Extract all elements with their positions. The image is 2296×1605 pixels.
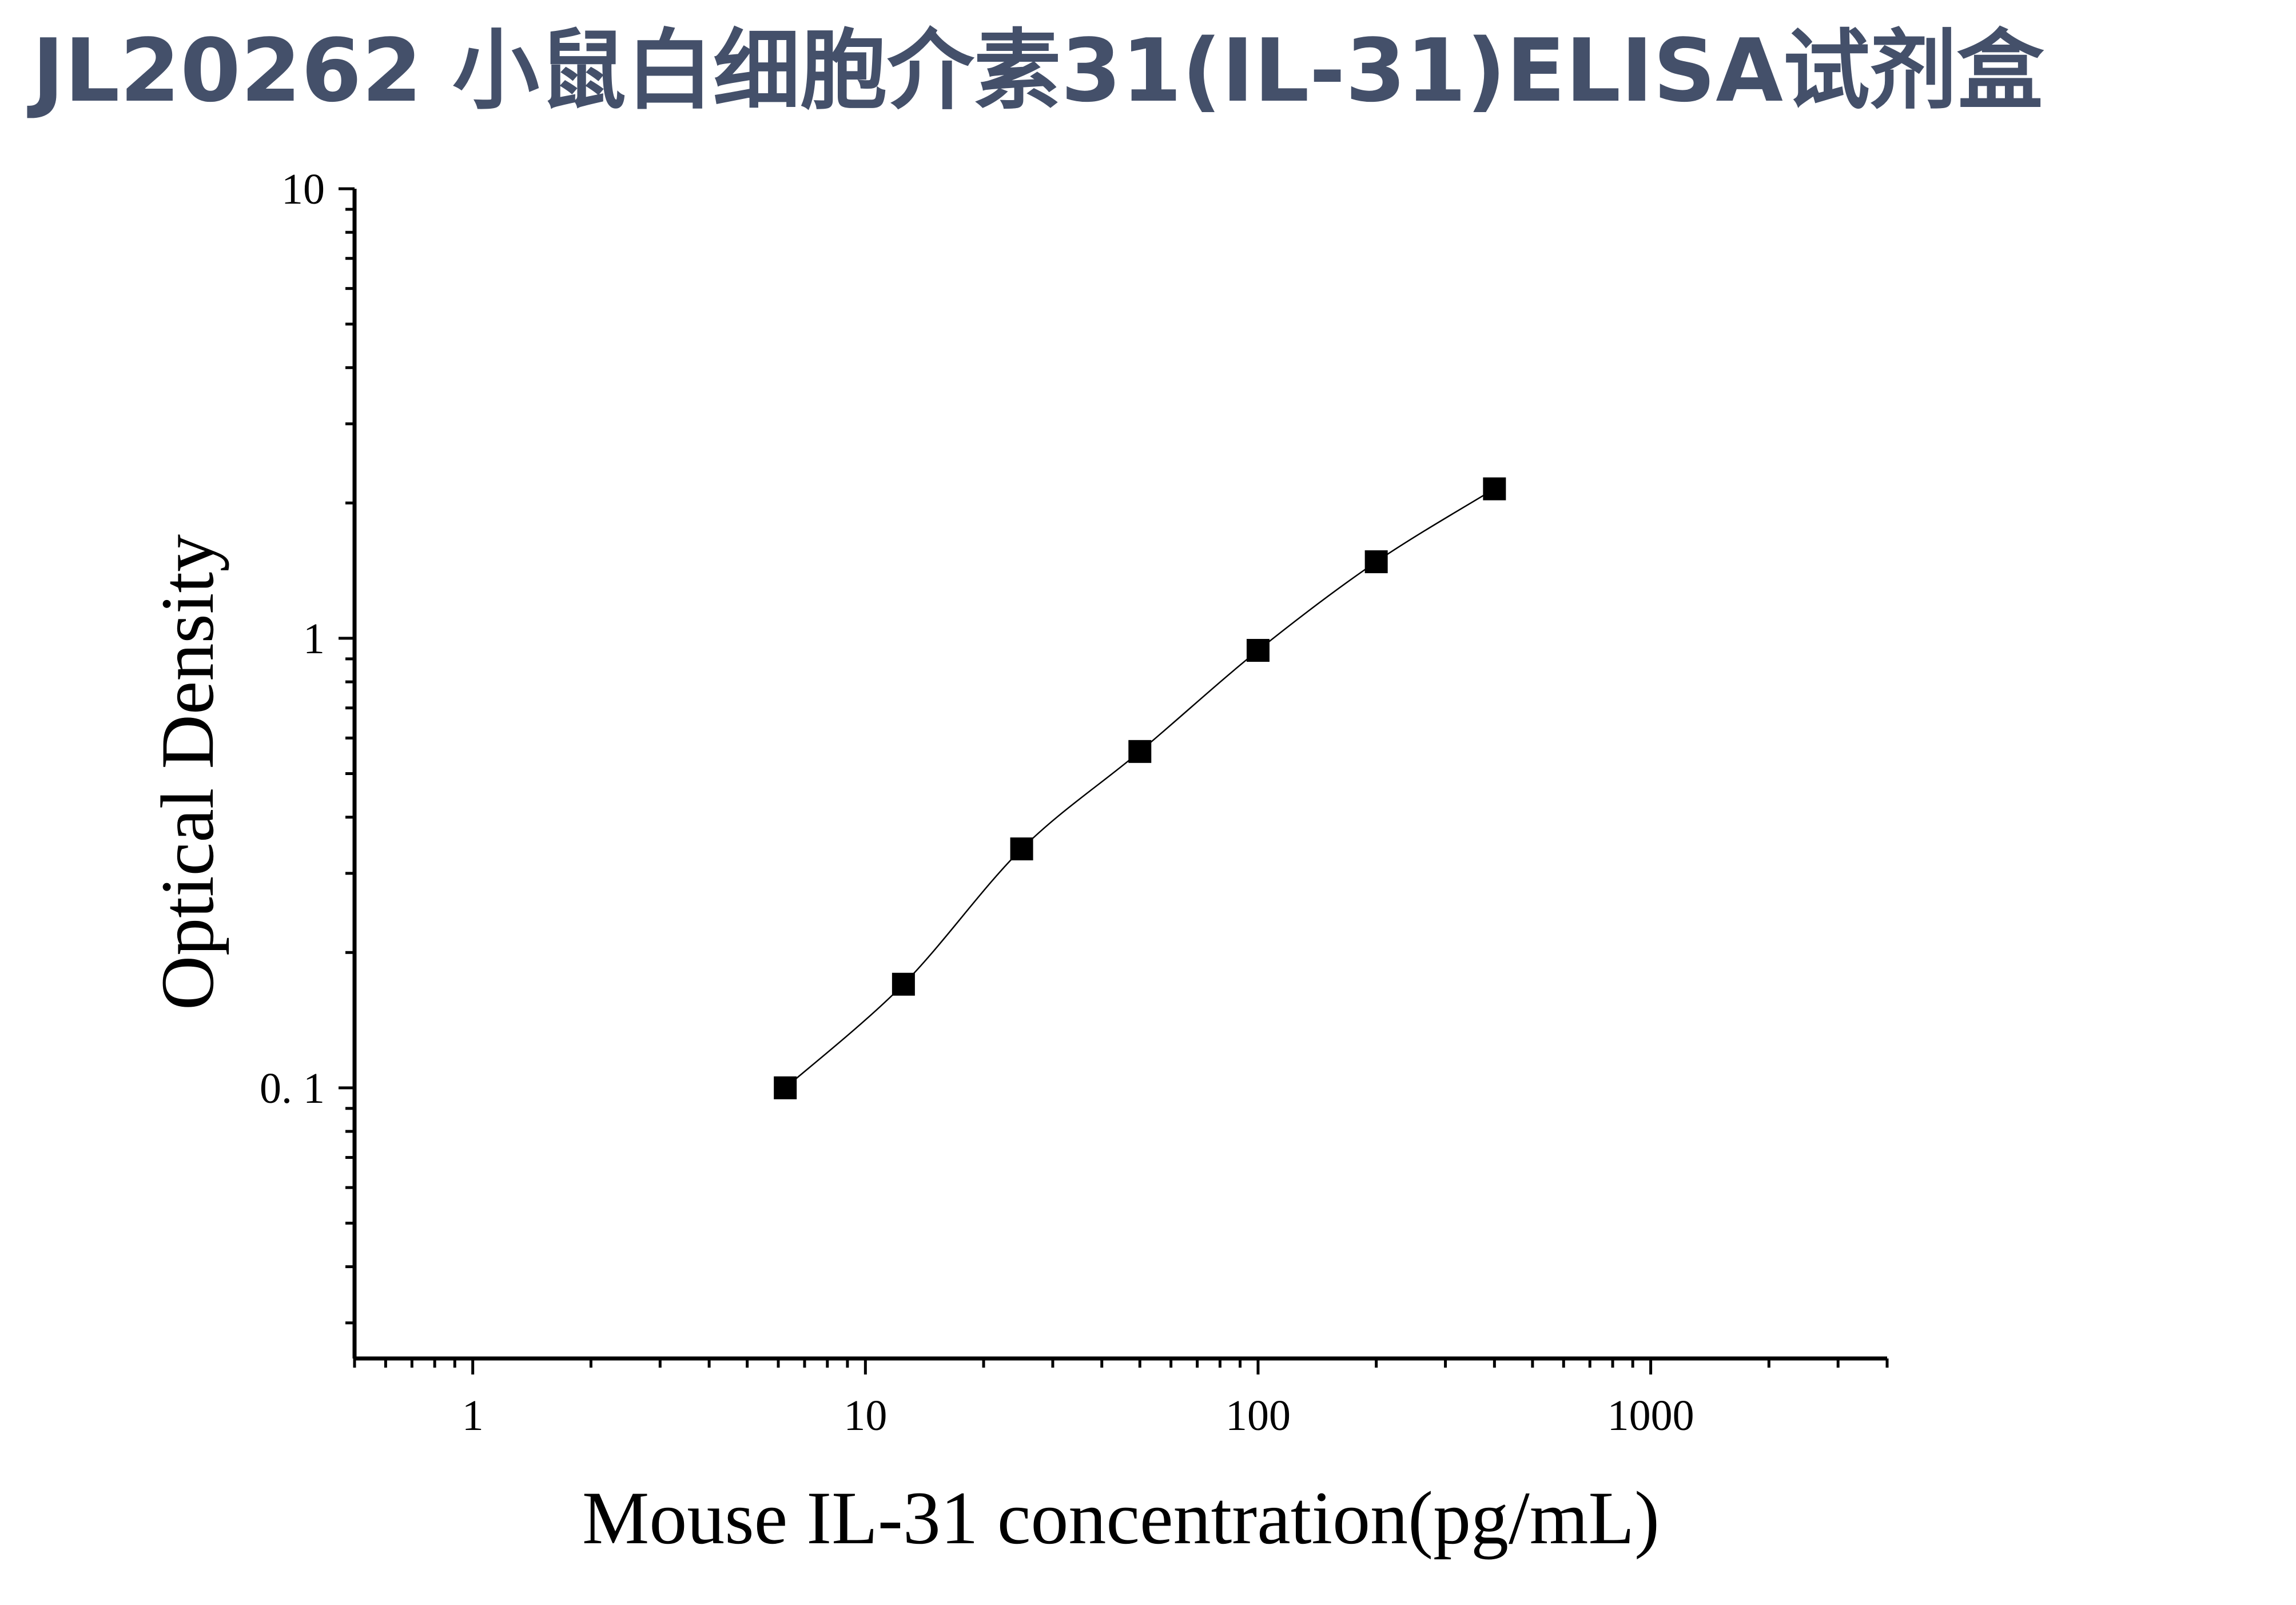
data-point: [892, 972, 915, 996]
chart-title: JL20262 小鼠白细胞介素31(IL-31)ELISA试剂盒: [32, 20, 2044, 121]
fit-curve-group: [785, 488, 1495, 1088]
data-point: [1010, 837, 1033, 861]
data-point: [1483, 477, 1506, 500]
y-tick-label: 10: [281, 165, 325, 213]
y-tick-label: 0. 1: [260, 1064, 325, 1113]
x-axis-title: Mouse IL-31 concentration(pg/mL): [582, 1476, 1660, 1560]
x-tick-label: 100: [1225, 1392, 1291, 1440]
data-point: [1364, 550, 1388, 574]
x-tick-label: 1: [462, 1392, 484, 1440]
x-tick-label: 1000: [1607, 1392, 1694, 1440]
data-point: [1128, 740, 1152, 763]
data-points: [774, 477, 1506, 1099]
y-tick-label: 1: [303, 615, 325, 663]
y-axis-title: Optical Density: [145, 534, 229, 1010]
data-point: [774, 1076, 797, 1099]
data-point: [1246, 639, 1270, 662]
x-tick-label: 10: [843, 1392, 887, 1440]
fit-curve: [785, 488, 1495, 1088]
axes: 1 10 100 1000 0. 1 1 10: [260, 165, 1889, 1440]
